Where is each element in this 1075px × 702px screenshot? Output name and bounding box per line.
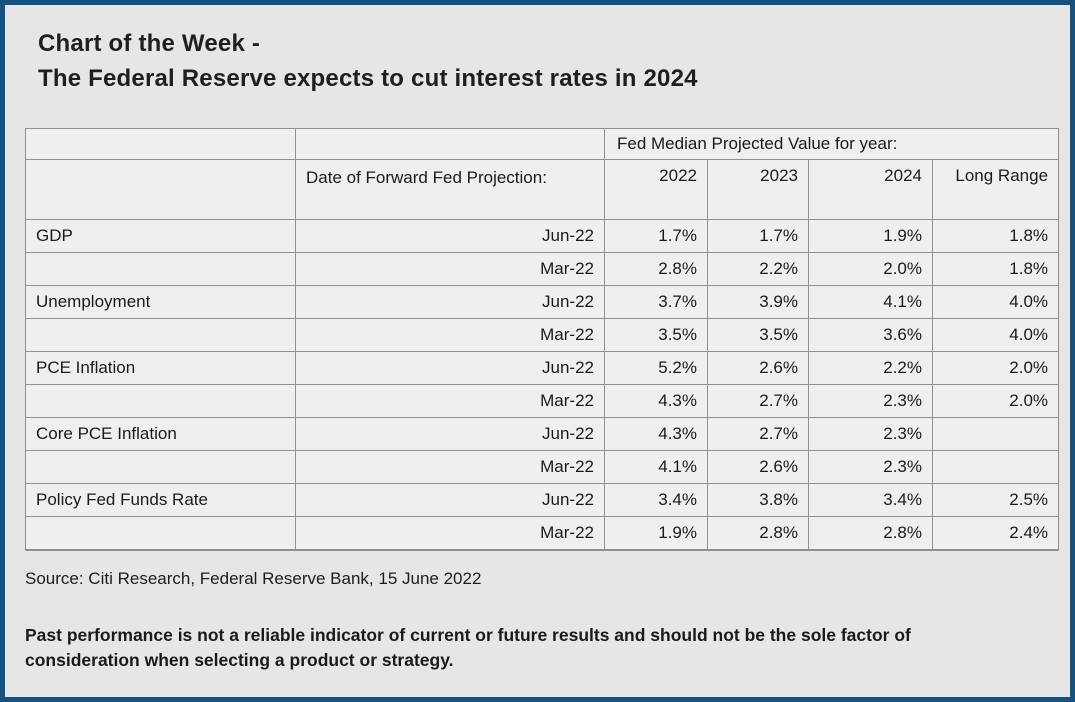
- value-cell: 2.6%: [707, 450, 809, 484]
- table-row: GDP Jun-22 1.7% 1.7% 1.9% 1.8%: [25, 219, 1060, 253]
- projection-date-cell: Jun-22: [295, 351, 605, 385]
- value-cell: 2.0%: [931, 351, 1060, 385]
- value-cell: 3.7%: [604, 285, 708, 319]
- value-cell: 3.9%: [707, 285, 809, 319]
- value-cell: 3.4%: [808, 483, 933, 517]
- table-row: Mar-22 2.8% 2.2% 2.0% 1.8%: [25, 252, 1060, 286]
- value-cell: 2.5%: [931, 483, 1060, 517]
- value-cell: [931, 450, 1060, 484]
- indicator-cell: Policy Fed Funds Rate: [25, 483, 296, 517]
- indicator-cell: Core PCE Inflation: [25, 417, 296, 451]
- value-cell: 2.2%: [707, 252, 809, 286]
- year-column-header-2024: 2024: [808, 159, 933, 220]
- value-cell: 3.5%: [604, 318, 708, 352]
- column-group-header: Fed Median Projected Value for year:: [603, 128, 1060, 160]
- value-cell: 1.8%: [931, 252, 1060, 286]
- value-cell: 4.3%: [604, 384, 708, 418]
- disclaimer-text: Past performance is not a reliable indic…: [25, 625, 911, 670]
- projection-date-cell: Mar-22: [295, 450, 605, 484]
- indicator-cell: [25, 450, 296, 484]
- table-header-row: Date of Forward Fed Projection: 2022 202…: [25, 159, 1060, 220]
- value-cell: 2.0%: [808, 252, 933, 286]
- indicator-cell: [25, 384, 296, 418]
- projection-date-cell: Mar-22: [295, 252, 605, 286]
- value-cell: 4.1%: [604, 450, 708, 484]
- projection-date-cell: Mar-22: [295, 318, 605, 352]
- value-cell: [931, 417, 1060, 451]
- value-cell: 1.9%: [808, 219, 933, 253]
- title-line-2: The Federal Reserve expects to cut inter…: [38, 65, 698, 92]
- table-row: Mar-22 1.9% 2.8% 2.8% 2.4%: [25, 516, 1060, 551]
- value-cell: 2.8%: [808, 516, 933, 551]
- value-cell: 2.3%: [808, 384, 933, 418]
- value-cell: 3.8%: [707, 483, 809, 517]
- date-column-header: Date of Forward Fed Projection:: [295, 159, 605, 220]
- value-cell: 4.3%: [604, 417, 708, 451]
- table-row: Unemployment Jun-22 3.7% 3.9% 4.1% 4.0%: [25, 285, 1060, 319]
- value-cell: 4.0%: [931, 285, 1060, 319]
- value-cell: 2.7%: [707, 417, 809, 451]
- value-cell: 2.6%: [707, 351, 809, 385]
- table-row: Mar-22 3.5% 3.5% 3.6% 4.0%: [25, 318, 1060, 352]
- value-cell: 3.5%: [707, 318, 809, 352]
- value-cell: 2.8%: [604, 252, 708, 286]
- value-cell: 2.3%: [808, 417, 933, 451]
- projection-date-cell: Jun-22: [295, 417, 605, 451]
- table-row: Mar-22 4.1% 2.6% 2.3%: [25, 450, 1060, 484]
- title-line-1: Chart of the Week -: [38, 30, 261, 57]
- projection-date-cell: Jun-22: [295, 285, 605, 319]
- projection-date-cell: Mar-22: [295, 384, 605, 418]
- table-row: PCE Inflation Jun-22 5.2% 2.6% 2.2% 2.0%: [25, 351, 1060, 385]
- year-column-header-2022: 2022: [604, 159, 708, 220]
- year-column-header-2023: 2023: [707, 159, 809, 220]
- page-title: Chart of the Week - The Federal Reserve …: [38, 26, 698, 96]
- source-line: Source: Citi Research, Federal Reserve B…: [25, 569, 482, 588]
- indicator-cell: GDP: [25, 219, 296, 253]
- value-cell: 4.0%: [931, 318, 1060, 352]
- projection-date-cell: Jun-22: [295, 483, 605, 517]
- empty-header-cell: [25, 159, 296, 220]
- value-cell: 2.3%: [808, 450, 933, 484]
- fed-projections-table: Fed Median Projected Value for year: Dat…: [25, 128, 1060, 551]
- empty-header-cell: [295, 128, 605, 160]
- indicator-cell: [25, 318, 296, 352]
- value-cell: 2.8%: [707, 516, 809, 551]
- projection-date-cell: Mar-22: [295, 516, 605, 551]
- table-row: Core PCE Inflation Jun-22 4.3% 2.7% 2.3%: [25, 417, 1060, 451]
- indicator-cell: [25, 252, 296, 286]
- table-header-group-row: Fed Median Projected Value for year:: [25, 128, 1060, 160]
- projection-date-cell: Jun-22: [295, 219, 605, 253]
- year-column-header-long-range: Long Range: [931, 159, 1060, 220]
- table-row: Policy Fed Funds Rate Jun-22 3.4% 3.8% 3…: [25, 483, 1060, 517]
- value-cell: 5.2%: [604, 351, 708, 385]
- value-cell: 4.1%: [808, 285, 933, 319]
- value-cell: 2.7%: [707, 384, 809, 418]
- empty-header-cell: [25, 128, 296, 160]
- indicator-cell: Unemployment: [25, 285, 296, 319]
- value-cell: 1.7%: [707, 219, 809, 253]
- value-cell: 1.9%: [604, 516, 708, 551]
- value-cell: 2.2%: [808, 351, 933, 385]
- indicator-cell: PCE Inflation: [25, 351, 296, 385]
- value-cell: 2.4%: [931, 516, 1060, 551]
- indicator-cell: [25, 516, 296, 551]
- value-cell: 2.0%: [931, 384, 1060, 418]
- value-cell: 3.6%: [808, 318, 933, 352]
- value-cell: 1.8%: [931, 219, 1060, 253]
- value-cell: 1.7%: [604, 219, 708, 253]
- table-row: Mar-22 4.3% 2.7% 2.3% 2.0%: [25, 384, 1060, 418]
- value-cell: 3.4%: [604, 483, 708, 517]
